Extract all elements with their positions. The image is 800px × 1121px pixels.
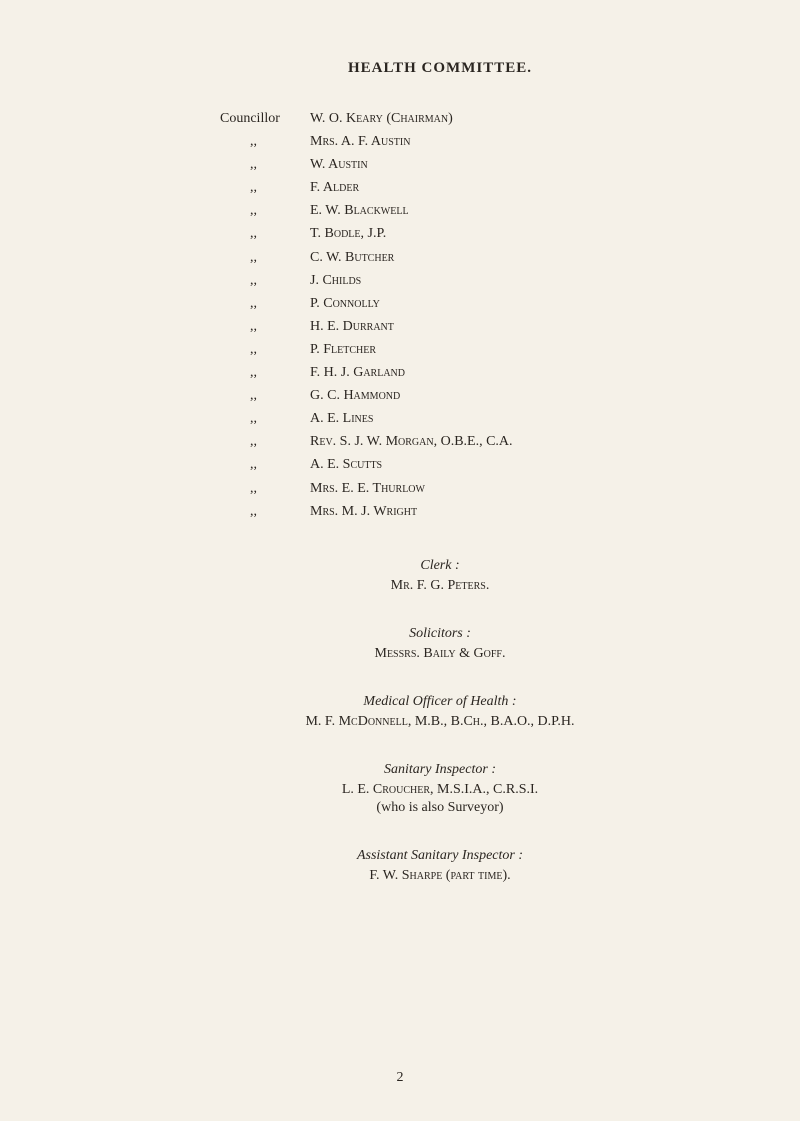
- member-name: Rev. S. J. W. Morgan, O.B.E., C.A.: [310, 430, 700, 453]
- member-row: ,, J. Childs: [220, 269, 700, 292]
- member-name: Mrs. M. J. Wright: [310, 500, 700, 523]
- member-prefix: ,,: [220, 269, 310, 292]
- member-prefix: ,,: [220, 430, 310, 453]
- solicitors-value: Messrs. Baily & Goff.: [180, 646, 700, 662]
- member-row: ,, G. C. Hammond: [220, 384, 700, 407]
- member-name: P. Fletcher: [310, 338, 700, 361]
- sanitary-inspector-label: Sanitary Inspector :: [180, 762, 700, 778]
- member-row: ,, A. E. Lines: [220, 407, 700, 430]
- member-row: ,, W. Austin: [220, 153, 700, 176]
- member-row: ,, P. Connolly: [220, 292, 700, 315]
- member-row: ,, T. Bodle, J.P.: [220, 222, 700, 245]
- solicitors-section: Solicitors : Messrs. Baily & Goff.: [180, 626, 700, 662]
- member-prefix: Councillor: [220, 107, 310, 130]
- member-row: ,, A. E. Scutts: [220, 453, 700, 476]
- medical-officer-section: Medical Officer of Health : M. F. McDonn…: [180, 694, 700, 730]
- member-prefix: ,,: [220, 199, 310, 222]
- member-row: ,, Mrs. E. E. Thurlow: [220, 477, 700, 500]
- clerk-section: Clerk : Mr. F. G. Peters.: [180, 558, 700, 594]
- member-name: F. Alder: [310, 176, 700, 199]
- member-prefix: ,,: [220, 407, 310, 430]
- member-name: J. Childs: [310, 269, 700, 292]
- member-prefix: ,,: [220, 453, 310, 476]
- member-row: ,, F. Alder: [220, 176, 700, 199]
- member-row: ,, P. Fletcher: [220, 338, 700, 361]
- member-prefix: ,,: [220, 176, 310, 199]
- member-prefix: ,,: [220, 384, 310, 407]
- sanitary-inspector-value: L. E. Croucher, M.S.I.A., C.R.S.I.: [180, 782, 700, 798]
- member-prefix: ,,: [220, 246, 310, 269]
- member-name: Mrs. A. F. Austin: [310, 130, 700, 153]
- clerk-label: Clerk :: [180, 558, 700, 574]
- members-list: Councillor W. O. Keary (Chairman) ,, Mrs…: [220, 107, 700, 523]
- member-row: ,, F. H. J. Garland: [220, 361, 700, 384]
- member-row: Councillor W. O. Keary (Chairman): [220, 107, 700, 130]
- page-title: HEALTH COMMITTEE.: [180, 60, 700, 77]
- assistant-inspector-section: Assistant Sanitary Inspector : F. W. Sha…: [180, 848, 700, 884]
- page-number: 2: [397, 1070, 404, 1086]
- assistant-inspector-value: F. W. Sharpe (part time).: [180, 868, 700, 884]
- member-row: ,, C. W. Butcher: [220, 246, 700, 269]
- clerk-value: Mr. F. G. Peters.: [180, 578, 700, 594]
- member-prefix: ,,: [220, 130, 310, 153]
- member-name: W. O. Keary (Chairman): [310, 107, 700, 130]
- member-name: Mrs. E. E. Thurlow: [310, 477, 700, 500]
- medical-officer-label: Medical Officer of Health :: [180, 694, 700, 710]
- member-name: E. W. Blackwell: [310, 199, 700, 222]
- member-prefix: ,,: [220, 338, 310, 361]
- member-row: ,, H. E. Durrant: [220, 315, 700, 338]
- member-prefix: ,,: [220, 500, 310, 523]
- member-name: F. H. J. Garland: [310, 361, 700, 384]
- member-name: P. Connolly: [310, 292, 700, 315]
- member-row: ,, E. W. Blackwell: [220, 199, 700, 222]
- member-name: C. W. Butcher: [310, 246, 700, 269]
- member-prefix: ,,: [220, 222, 310, 245]
- solicitors-label: Solicitors :: [180, 626, 700, 642]
- member-row: ,, Mrs. M. J. Wright: [220, 500, 700, 523]
- member-prefix: ,,: [220, 292, 310, 315]
- assistant-inspector-label: Assistant Sanitary Inspector :: [180, 848, 700, 864]
- member-row: ,, Mrs. A. F. Austin: [220, 130, 700, 153]
- member-name: T. Bodle, J.P.: [310, 222, 700, 245]
- member-name: A. E. Scutts: [310, 453, 700, 476]
- member-row: ,, Rev. S. J. W. Morgan, O.B.E., C.A.: [220, 430, 700, 453]
- medical-officer-value: M. F. McDonnell, M.B., B.Ch., B.A.O., D.…: [180, 714, 700, 730]
- member-prefix: ,,: [220, 477, 310, 500]
- member-name: W. Austin: [310, 153, 700, 176]
- sanitary-inspector-note: (who is also Surveyor): [180, 800, 700, 816]
- member-name: H. E. Durrant: [310, 315, 700, 338]
- member-prefix: ,,: [220, 153, 310, 176]
- member-name: A. E. Lines: [310, 407, 700, 430]
- member-prefix: ,,: [220, 361, 310, 384]
- sanitary-inspector-section: Sanitary Inspector : L. E. Croucher, M.S…: [180, 762, 700, 816]
- member-name: G. C. Hammond: [310, 384, 700, 407]
- member-prefix: ,,: [220, 315, 310, 338]
